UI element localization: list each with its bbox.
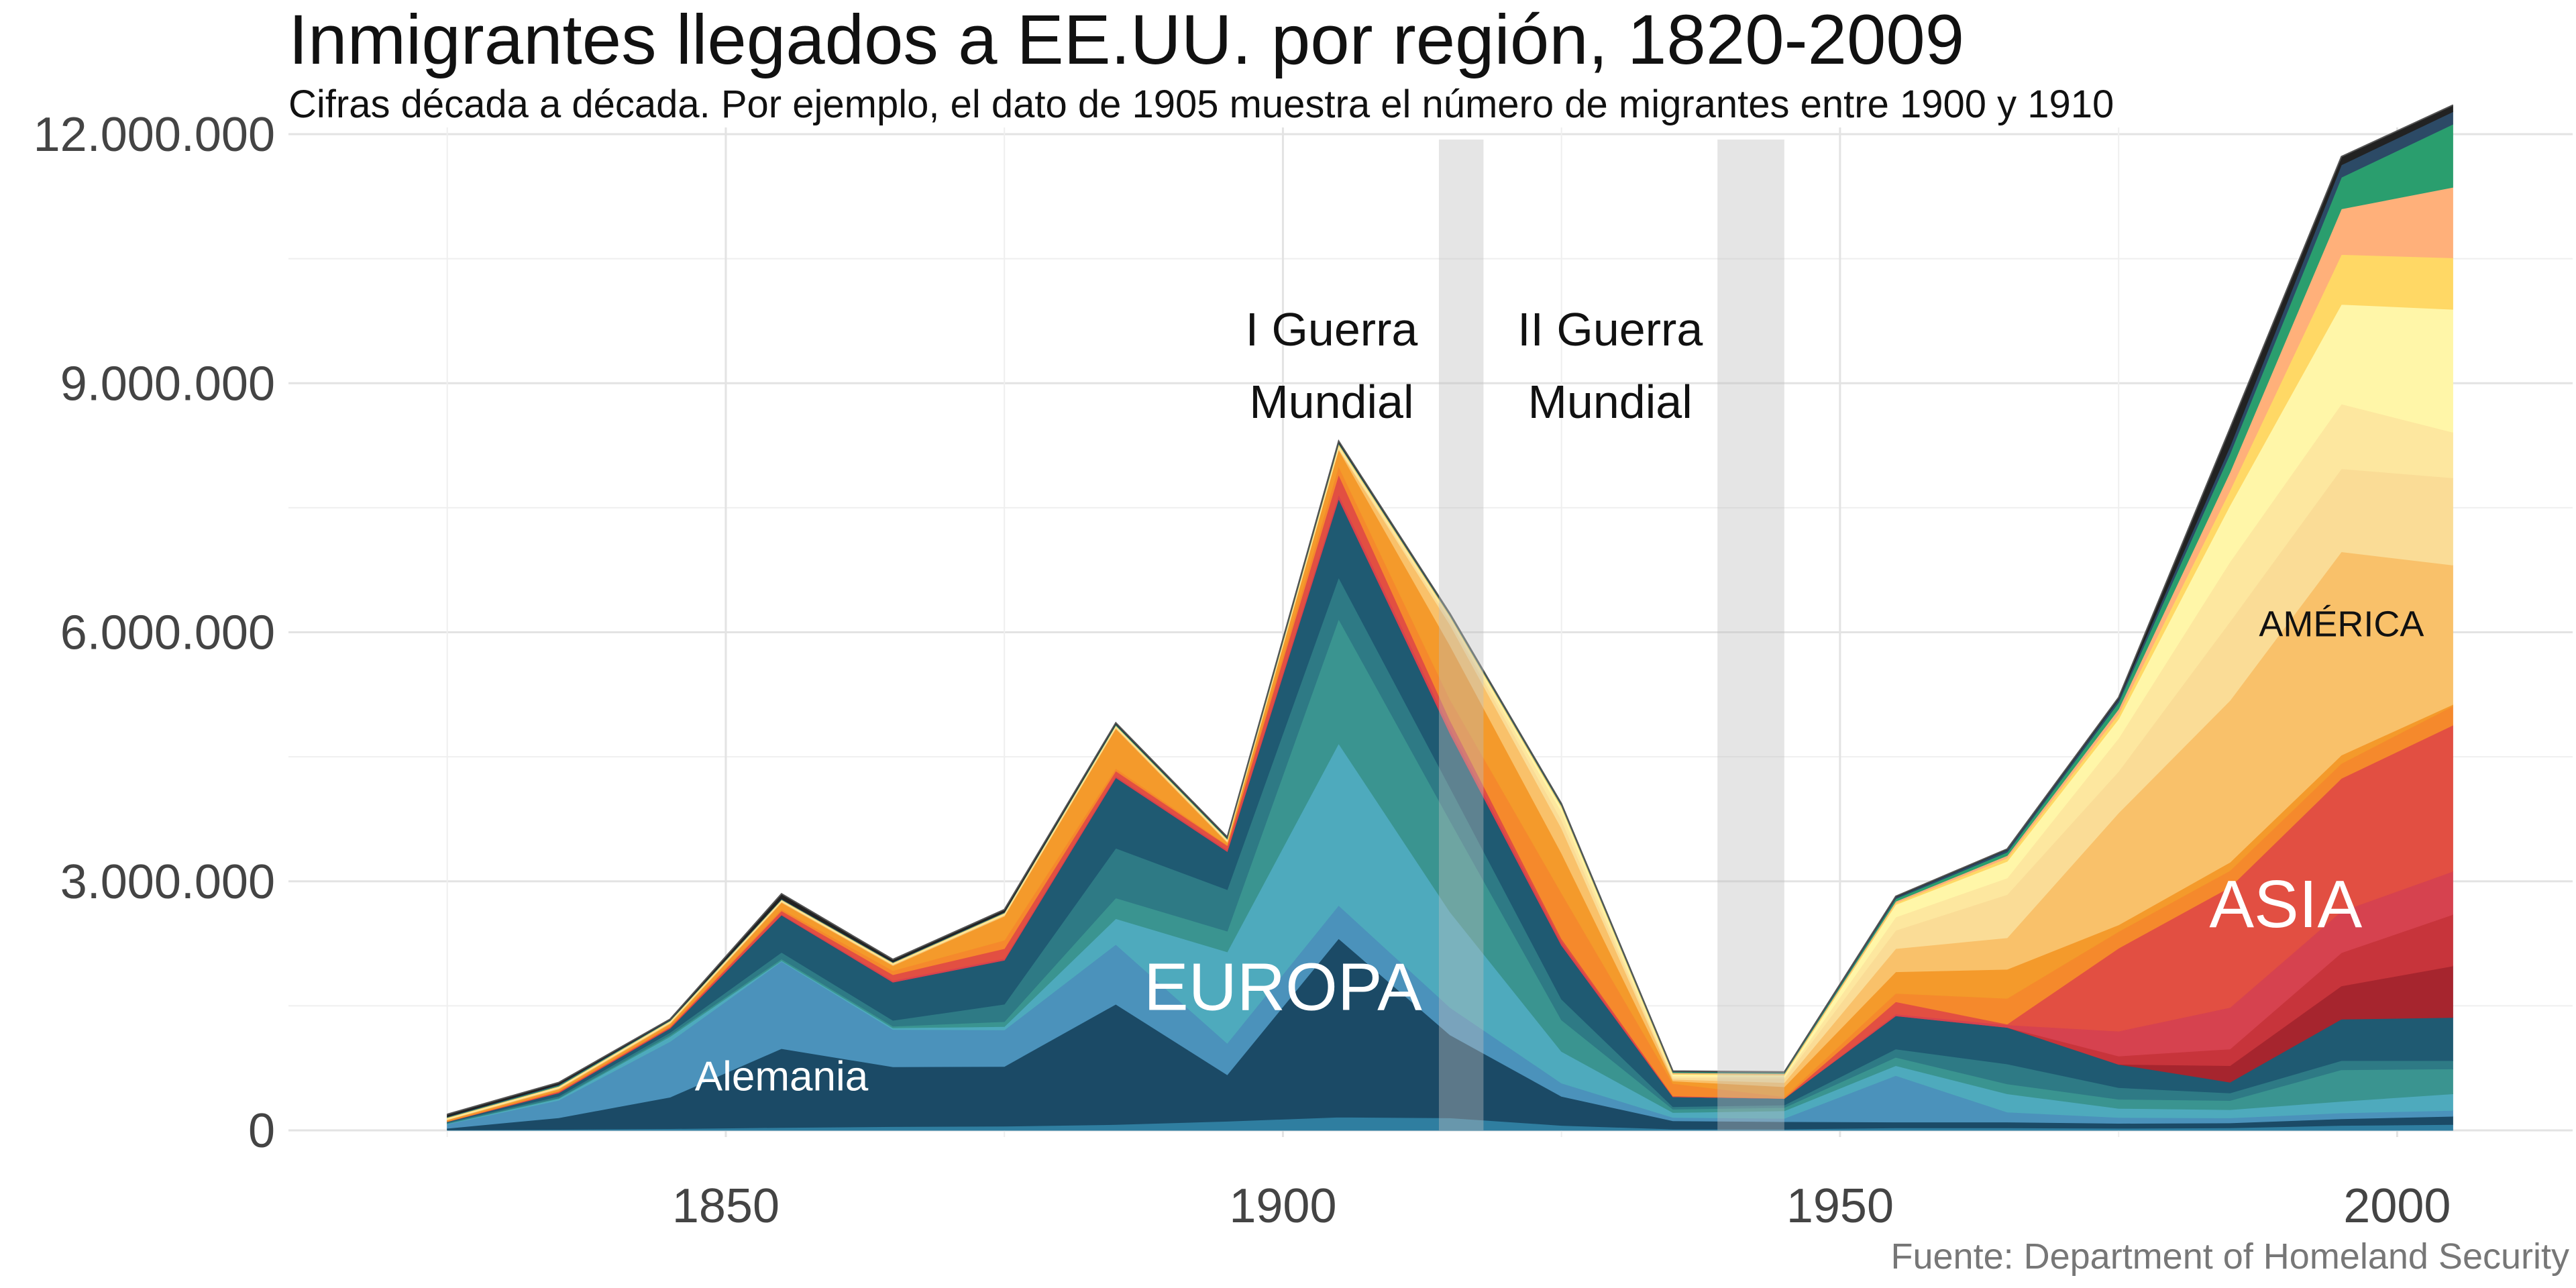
y-tick-label: 3.000.000 <box>60 855 275 909</box>
y-axis: 0 3.000.000 6.000.000 9.000.000 12.000.000 <box>34 108 275 1158</box>
y-tick-label: 12.000.000 <box>34 108 275 162</box>
x-tick-label: 1850 <box>672 1179 780 1233</box>
area-series <box>447 104 2453 1131</box>
y-tick-label: 9.000.000 <box>60 357 275 411</box>
chart-subtitle: Cifras década a década. Por ejemplo, el … <box>288 83 2114 126</box>
region-annotation: EUROPA <box>1144 950 1422 1025</box>
war-shading <box>1438 140 1784 1130</box>
region-annotation: ASIA <box>2209 867 2362 942</box>
x-tick-label: 1900 <box>1229 1179 1336 1233</box>
y-tick-label: 0 <box>248 1104 275 1158</box>
war-band-2 <box>1717 140 1784 1130</box>
x-tick-label: 1950 <box>1786 1179 1894 1233</box>
war-label-2: Mundial <box>1528 376 1693 428</box>
source-caption: Fuente: Department of Homeland Security <box>1890 1236 2570 1277</box>
x-tick-label: 2000 <box>2343 1179 2451 1233</box>
y-tick-label: 6.000.000 <box>60 606 275 660</box>
war-band-1 <box>1438 140 1484 1130</box>
war-label-1: I Guerra <box>1246 303 1418 356</box>
war-label-1: Mundial <box>1249 376 1413 428</box>
stack-outline <box>447 104 2453 1115</box>
x-axis: 1850 1900 1950 2000 <box>672 1179 2451 1233</box>
region-annotation: AMÉRICA <box>2259 604 2424 645</box>
region-annotation: Alemania <box>695 1054 869 1100</box>
annotations: I Guerra Mundial II Guerra Mundial Alemania E… <box>695 303 2424 1100</box>
war-label-2: II Guerra <box>1517 303 1703 356</box>
chart-title: Inmigrantes llegados a EE.UU. por región… <box>288 1 1965 79</box>
